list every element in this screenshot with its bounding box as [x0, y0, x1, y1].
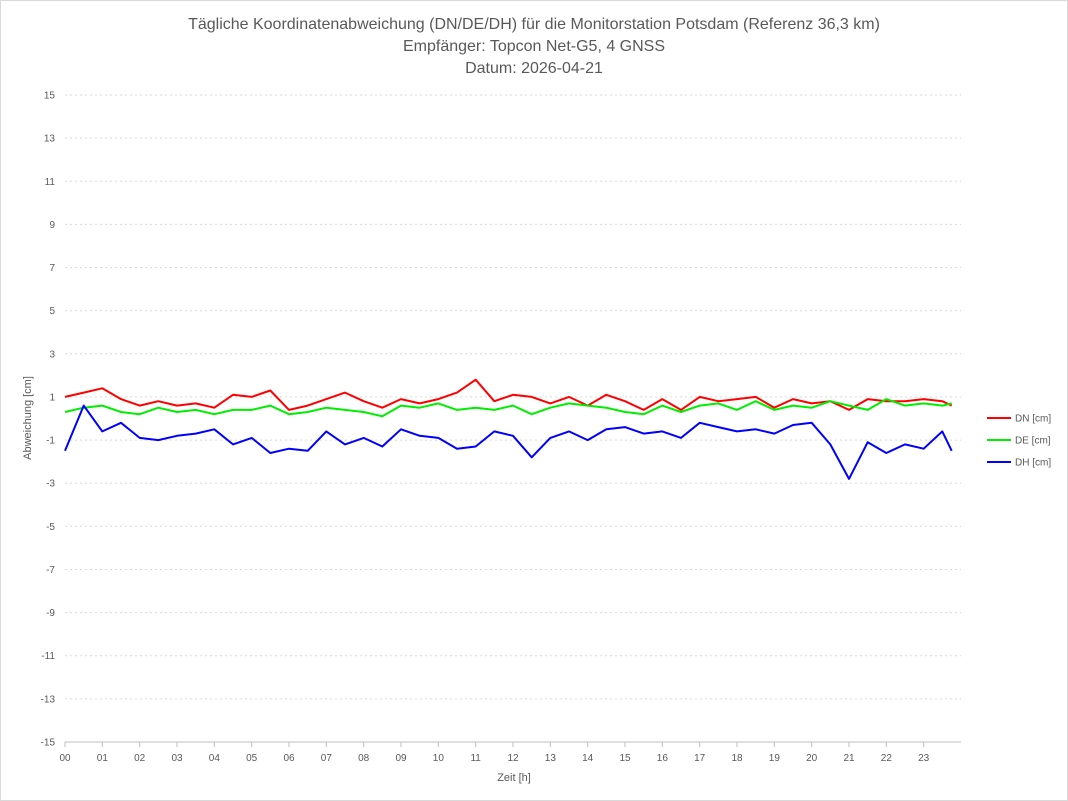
x-tick-label: 00 — [59, 753, 71, 764]
x-tick-label: 17 — [694, 753, 706, 764]
x-tick-label: 15 — [619, 753, 631, 764]
gridlines — [65, 94, 961, 743]
x-tick-label: 07 — [321, 753, 333, 764]
x-tick-label: 21 — [843, 753, 855, 764]
x-tick-label: 05 — [246, 753, 258, 764]
y-tick-label: 13 — [44, 134, 56, 145]
y-tick-label: 1 — [49, 392, 55, 403]
y-tick-label: -1 — [46, 436, 55, 447]
series-line-de — [64, 398, 952, 418]
y-tick-label: -5 — [46, 522, 55, 533]
y-tick-label: 7 — [49, 263, 55, 274]
y-tick-label: -13 — [41, 694, 56, 705]
x-axis-ticks: 00 01 02 03 04 05 06 07 08 09 10 11 12 13 14 15 16 17 18 19… — [59, 742, 930, 764]
y-tick-label: -3 — [46, 479, 55, 490]
x-tick-label: 23 — [918, 753, 930, 764]
x-tick-label: 13 — [545, 753, 557, 764]
title-line-2: Empfänger: Topcon Net-G5, 4 GNSS — [403, 38, 665, 55]
title-line-1: Tägliche Koordinatenabweichung (DN/DE/DH… — [188, 16, 880, 33]
x-axis-label: Zeit [h] — [497, 772, 531, 784]
series-lines — [64, 378, 953, 480]
x-tick-label: 06 — [283, 753, 295, 764]
y-tick-label: -15 — [41, 738, 56, 749]
x-tick-label: 10 — [433, 753, 445, 764]
x-tick-label: 12 — [507, 753, 519, 764]
x-tick-label: 22 — [881, 753, 893, 764]
x-tick-label: 14 — [582, 753, 594, 764]
series-line-dn — [64, 378, 953, 411]
y-tick-label: 11 — [45, 177, 56, 188]
y-axis-ticks: 15 13 11 9 7 5 3 1 -1 -3 -5 -7 -9 -11 -13 -15 — [41, 91, 56, 749]
x-tick-label: 11 — [470, 753, 481, 764]
title-line-3: Datum: 2026-04-21 — [465, 60, 603, 77]
x-tick-label: 01 — [97, 753, 109, 764]
x-tick-label: 19 — [769, 753, 781, 764]
x-tick-label: 16 — [657, 753, 669, 764]
legend-label: DN [cm] — [1015, 414, 1051, 425]
y-tick-label: -11 — [41, 651, 55, 662]
y-tick-label: 15 — [44, 91, 56, 102]
x-tick-label: 18 — [731, 753, 743, 764]
legend-label: DE [cm] — [1015, 436, 1051, 447]
x-tick-label: 08 — [358, 753, 370, 764]
y-tick-label: -7 — [46, 565, 55, 576]
legend: DN [cm] DE [cm] DH [cm] — [987, 414, 1051, 469]
y-tick-label: -9 — [46, 608, 55, 619]
y-tick-label: 5 — [49, 306, 55, 317]
x-tick-label: 04 — [209, 753, 221, 764]
series-line-dh — [64, 404, 953, 480]
chart-title: Tägliche Koordinatenabweichung (DN/DE/DH… — [188, 16, 880, 77]
y-axis-label: Abweichung [cm] — [22, 376, 34, 460]
legend-label: DH [cm] — [1015, 458, 1051, 469]
x-tick-label: 09 — [395, 753, 407, 764]
x-tick-label: 03 — [171, 753, 183, 764]
y-tick-label: 3 — [49, 349, 55, 360]
y-tick-label: 9 — [49, 220, 55, 231]
x-tick-label: 20 — [806, 753, 818, 764]
x-tick-label: 02 — [134, 753, 146, 764]
